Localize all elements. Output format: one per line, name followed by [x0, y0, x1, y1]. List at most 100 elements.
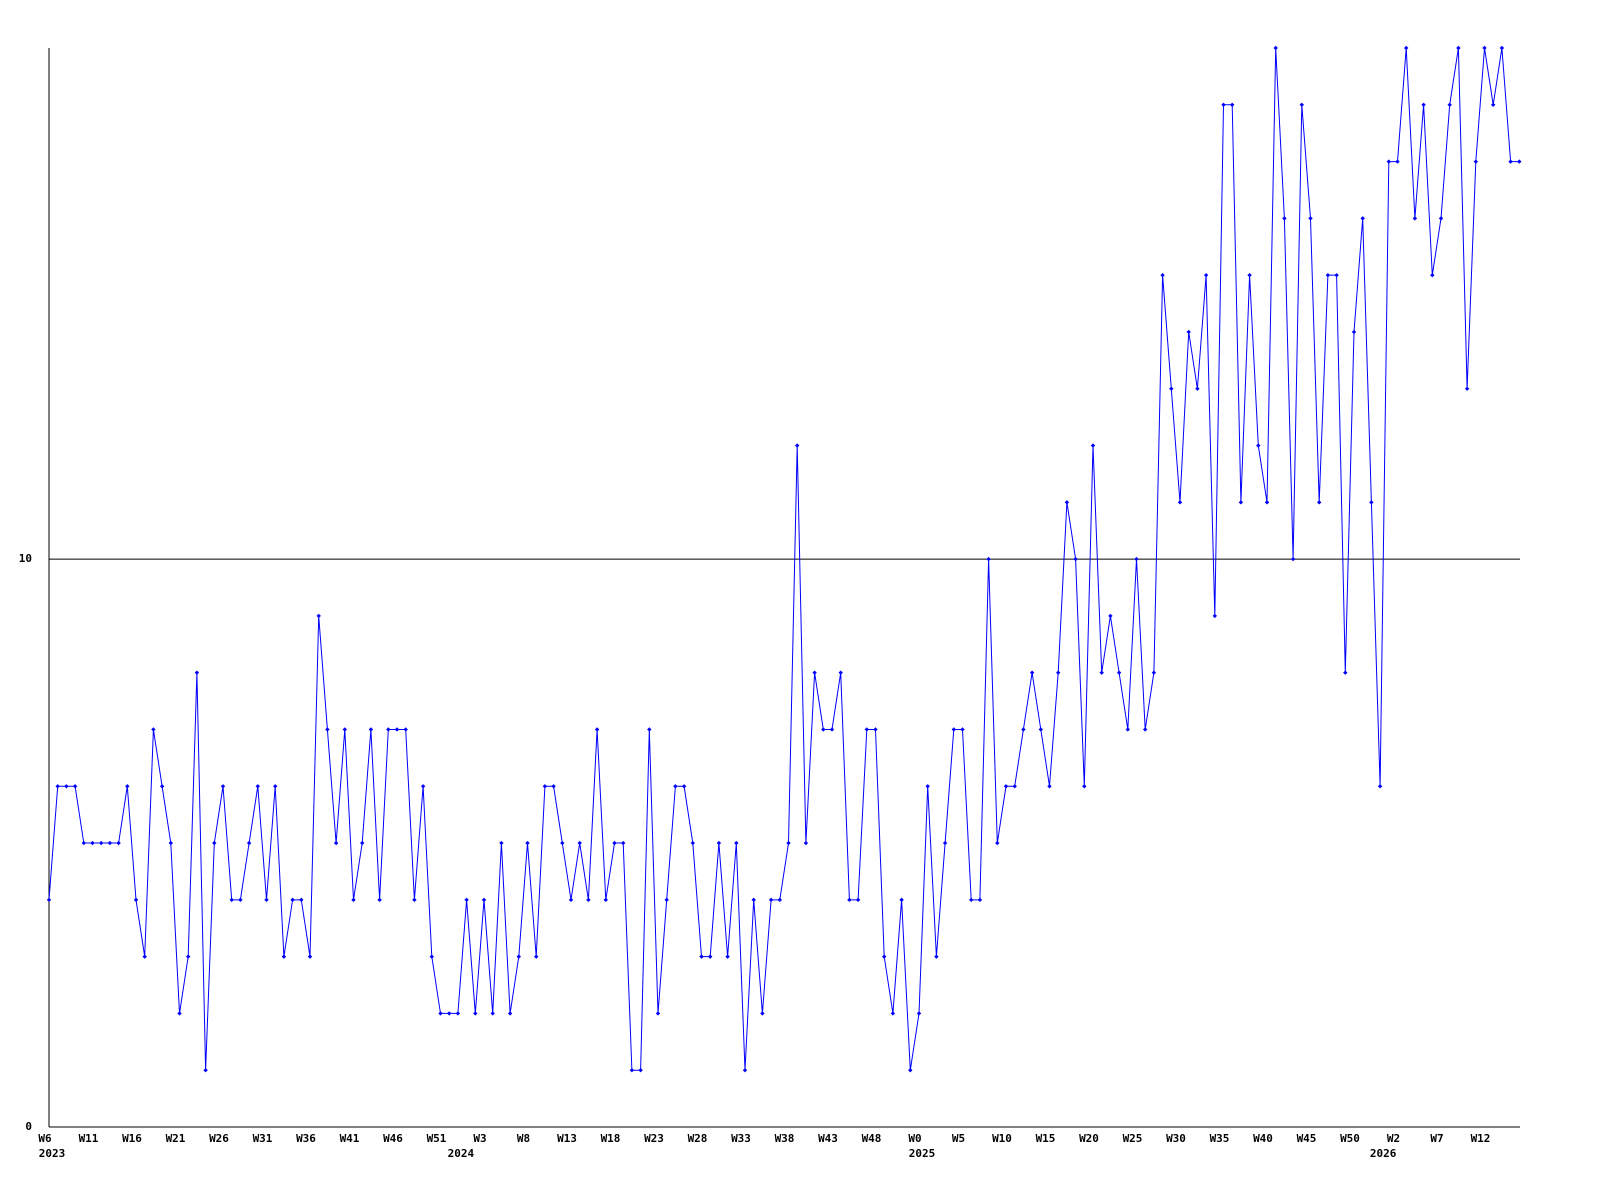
- data-point: [307, 954, 313, 959]
- data-point: [838, 670, 843, 675]
- data-point: [1029, 670, 1035, 675]
- x-tick-label: W50: [1340, 1132, 1360, 1145]
- data-point: [1499, 45, 1505, 51]
- data-point: [742, 1068, 748, 1073]
- data-point: [133, 897, 139, 903]
- data-point: [490, 1011, 495, 1016]
- x-tick-label: W46: [383, 1132, 403, 1145]
- x-tick-label: W40: [1253, 1132, 1273, 1145]
- x-tick-label: W30: [1166, 1132, 1186, 1145]
- data-point: [64, 784, 69, 789]
- data-point: [90, 840, 95, 846]
- data-point: [951, 727, 956, 732]
- data-point: [760, 1011, 765, 1016]
- data-point: [1508, 159, 1513, 164]
- y-tick-label: 0: [25, 1120, 32, 1133]
- data-point: [1308, 216, 1313, 221]
- data-point: [142, 954, 147, 959]
- data-point: [1064, 500, 1070, 505]
- data-point: [995, 840, 1000, 846]
- data-point: [264, 897, 269, 903]
- data-point: [855, 897, 861, 903]
- data-point: [273, 784, 278, 789]
- data-point: [447, 1011, 452, 1016]
- x-tick-label: W20: [1079, 1132, 1099, 1145]
- data-point: [1282, 216, 1287, 221]
- x-tick-label: W16: [122, 1132, 142, 1145]
- data-point: [1230, 102, 1235, 107]
- data-point: [725, 954, 730, 959]
- data-point: [1212, 613, 1217, 619]
- data-point: [1464, 386, 1470, 391]
- data-point: [942, 840, 948, 846]
- x-tick-label: W8: [517, 1132, 530, 1145]
- x-tick-label: W6: [38, 1132, 52, 1145]
- x-tick-label: W43: [818, 1132, 838, 1145]
- data-point: [1151, 670, 1157, 675]
- data-point: [1073, 556, 1078, 562]
- data-point: [777, 897, 782, 903]
- data-point: [1134, 556, 1139, 562]
- data-point: [151, 727, 156, 732]
- data-point: [186, 954, 191, 959]
- x-tick-label: W51: [427, 1132, 447, 1145]
- data-point: [1090, 443, 1096, 448]
- data-point: [212, 840, 217, 846]
- data-point: [690, 840, 695, 846]
- y-tick-label: 10: [19, 552, 32, 565]
- data-point: [986, 556, 991, 562]
- data-point: [1099, 670, 1104, 675]
- data-point: [1473, 159, 1478, 164]
- data-point: [560, 840, 565, 846]
- data-point: [1386, 159, 1391, 164]
- data-point: [281, 954, 287, 959]
- data-point: [586, 897, 591, 903]
- data-point: [1256, 443, 1261, 448]
- data-point: [1456, 45, 1461, 51]
- x-tick-label: W7: [1430, 1132, 1443, 1145]
- data-point: [681, 784, 687, 789]
- x-tick-label: W23: [644, 1132, 664, 1145]
- data-point: [438, 1011, 443, 1016]
- x-tick-label: W48: [862, 1132, 882, 1145]
- data-point: [1491, 102, 1496, 107]
- x-tick-label: W11: [79, 1132, 99, 1145]
- data-point: [125, 784, 130, 789]
- data-point: [72, 784, 78, 789]
- x-tick-label: W10: [992, 1132, 1012, 1145]
- data-point: [194, 670, 200, 675]
- data-point: [299, 897, 304, 903]
- data-point: [1404, 45, 1409, 51]
- data-point: [246, 840, 252, 846]
- data-point: [46, 897, 52, 903]
- data-point: [220, 784, 226, 789]
- data-point: [890, 1011, 896, 1016]
- x-tick-label: W2: [1387, 1132, 1400, 1145]
- data-point: [1247, 272, 1252, 278]
- data-point: [1377, 784, 1383, 789]
- data-point: [1517, 159, 1522, 164]
- data-point: [821, 727, 826, 732]
- data-point: [1177, 500, 1183, 505]
- data-point: [499, 840, 504, 846]
- data-point: [1186, 329, 1191, 335]
- data-point: [534, 954, 539, 959]
- data-point: [1273, 45, 1278, 51]
- x-tick-label: W41: [340, 1132, 360, 1145]
- data-point: [1290, 556, 1296, 562]
- data-point: [1317, 500, 1322, 505]
- data-point: [377, 897, 382, 903]
- data-point: [864, 727, 869, 732]
- data-point: [1395, 159, 1400, 164]
- data-point: [481, 897, 487, 903]
- x-tick-label: W25: [1123, 1132, 1143, 1145]
- x-tick-label: W5: [952, 1132, 965, 1145]
- data-point: [507, 1011, 513, 1016]
- data-point: [621, 840, 626, 846]
- data-point: [934, 954, 939, 959]
- x-tick-label: W31: [253, 1132, 273, 1145]
- data-point: [882, 954, 887, 959]
- data-point: [1343, 670, 1348, 675]
- x-tick-label: W3: [473, 1132, 486, 1145]
